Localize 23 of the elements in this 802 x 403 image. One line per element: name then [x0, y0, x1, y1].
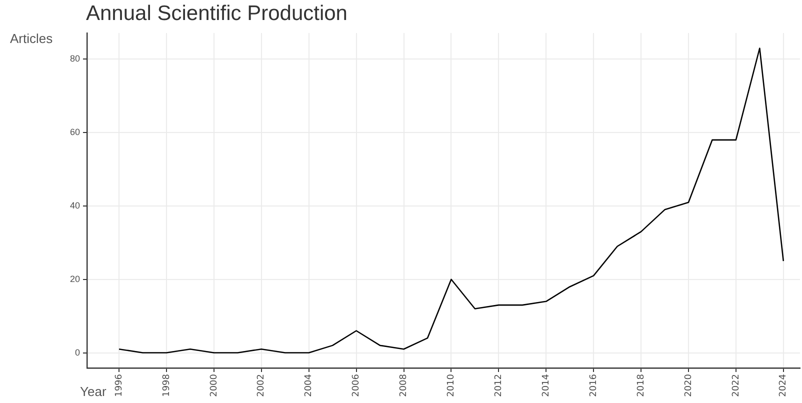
y-tick-label: 0 — [74, 347, 80, 358]
x-tick-label: 2022 — [731, 374, 742, 397]
x-tick-label: 2014 — [541, 374, 552, 397]
y-tick-label: 80 — [70, 54, 80, 64]
x-tick-label: 2016 — [588, 374, 599, 397]
y-tick-label: 40 — [70, 200, 80, 210]
y-axis-title: Articles — [10, 31, 53, 46]
x-tick-label: 2008 — [399, 374, 410, 397]
x-tick-label: 1998 — [162, 374, 172, 397]
x-tick-label: 2002 — [256, 374, 267, 397]
x-tick-label: 2012 — [494, 374, 504, 397]
x-tick-label: 2010 — [446, 374, 457, 397]
x-axis-title: Year — [80, 384, 106, 399]
x-tick-label: 2024 — [778, 374, 789, 397]
x-tick-label: 2004 — [304, 374, 314, 397]
x-tick-label: 2020 — [684, 374, 694, 397]
y-tick-label: 20 — [70, 274, 80, 284]
y-tick-label: 60 — [70, 127, 80, 138]
chart-title: Annual Scientific Production — [86, 2, 348, 26]
x-tick-label: 2006 — [352, 374, 362, 397]
x-tick-label: 2000 — [209, 374, 220, 397]
x-tick-label: 2018 — [636, 374, 646, 397]
x-tick-label: 1996 — [114, 374, 124, 397]
